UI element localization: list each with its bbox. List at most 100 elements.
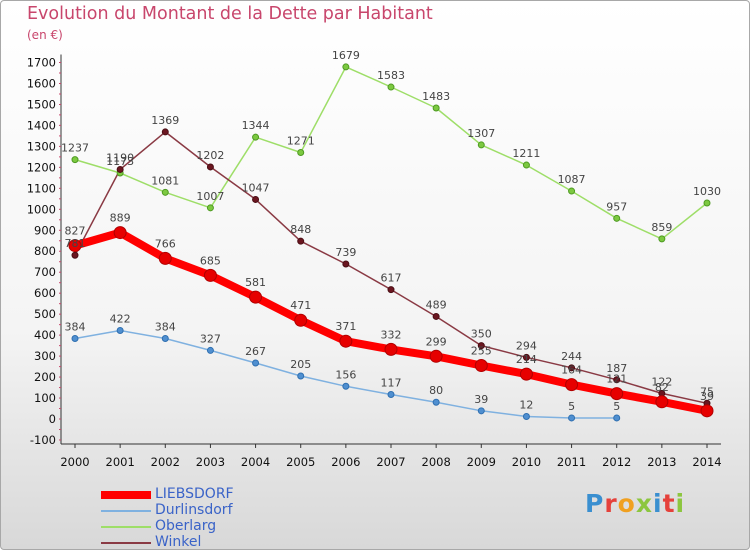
y-tick-label: 1300 bbox=[27, 139, 56, 153]
data-label-oberlarg: 1173 bbox=[106, 155, 134, 168]
data-label-liebsdorf: 164 bbox=[561, 364, 582, 377]
legend-swatch bbox=[101, 487, 151, 502]
data-label-durlinsdorf: 5 bbox=[568, 400, 575, 413]
chart-subtitle: (en €) bbox=[27, 28, 63, 42]
data-label-oberlarg: 1030 bbox=[693, 185, 721, 198]
data-point-winkel bbox=[477, 342, 485, 350]
data-point-oberlarg bbox=[703, 199, 711, 207]
data-label-oberlarg: 1271 bbox=[287, 134, 315, 147]
series-points bbox=[68, 63, 714, 422]
data-point-oberlarg bbox=[522, 161, 530, 169]
data-label-liebsdorf: 471 bbox=[290, 299, 311, 312]
y-tick-label: 1600 bbox=[27, 76, 56, 90]
data-point-durlinsdorf bbox=[297, 372, 305, 380]
logo-letter: t bbox=[662, 489, 676, 518]
data-point-winkel bbox=[387, 286, 395, 294]
data-point-winkel bbox=[432, 312, 440, 320]
data-point-oberlarg bbox=[297, 148, 305, 156]
data-label-winkel: 1190 bbox=[106, 151, 134, 164]
data-label-oberlarg: 1087 bbox=[558, 173, 586, 186]
y-tick-label: 500 bbox=[34, 307, 56, 321]
data-point-liebsdorf bbox=[249, 290, 263, 304]
data-label-oberlarg: 1679 bbox=[332, 49, 360, 62]
data-label-winkel: 75 bbox=[700, 385, 714, 398]
data-label-durlinsdorf: 39 bbox=[474, 393, 488, 406]
data-point-winkel bbox=[206, 163, 214, 171]
data-label-durlinsdorf: 5 bbox=[613, 400, 620, 413]
data-label-durlinsdorf: 384 bbox=[65, 320, 86, 333]
logo-letter: x bbox=[635, 489, 653, 518]
y-tick-label: 1700 bbox=[27, 56, 56, 70]
data-point-liebsdorf bbox=[68, 239, 82, 253]
data-point-liebsdorf bbox=[158, 251, 172, 265]
data-point-liebsdorf bbox=[700, 404, 714, 418]
data-label-liebsdorf: 685 bbox=[200, 254, 221, 267]
data-label-liebsdorf: 332 bbox=[381, 328, 402, 341]
data-label-durlinsdorf: 267 bbox=[245, 345, 266, 358]
data-label-oberlarg: 1081 bbox=[151, 174, 179, 187]
data-point-winkel bbox=[71, 251, 79, 259]
data-label-durlinsdorf: 205 bbox=[290, 358, 311, 371]
y-tick-label: 400 bbox=[34, 328, 56, 342]
data-point-winkel bbox=[613, 376, 621, 384]
data-label-durlinsdorf: 327 bbox=[200, 332, 221, 345]
chart-axes: -100 0 100 200 300 400 500 600 700 800 900 1000 1100… bbox=[27, 54, 722, 469]
data-label-winkel: 848 bbox=[290, 223, 311, 236]
data-point-durlinsdorf bbox=[252, 359, 260, 367]
data-label-liebsdorf: 121 bbox=[606, 373, 627, 386]
x-tick-label: 2006 bbox=[331, 455, 360, 469]
data-label-durlinsdorf: 422 bbox=[110, 313, 131, 326]
data-label-winkel: 617 bbox=[381, 272, 402, 285]
x-tick-label: 2007 bbox=[376, 455, 405, 469]
data-label-oberlarg: 957 bbox=[606, 200, 627, 213]
data-point-liebsdorf bbox=[655, 395, 669, 409]
y-tick-label: 1200 bbox=[27, 160, 56, 174]
legend-label: Durlinsdorf bbox=[155, 502, 233, 518]
data-label-winkel: 489 bbox=[426, 298, 447, 311]
data-label-liebsdorf: 827 bbox=[65, 225, 86, 238]
legend-swatch bbox=[101, 519, 151, 534]
data-label-durlinsdorf: 384 bbox=[155, 320, 176, 333]
data-label-liebsdorf: 766 bbox=[155, 237, 176, 250]
y-tick-label: 300 bbox=[34, 349, 56, 363]
data-label-oberlarg: 1583 bbox=[377, 69, 405, 82]
y-tick-label: 700 bbox=[34, 265, 56, 279]
data-label-winkel: 187 bbox=[606, 362, 627, 375]
data-point-oberlarg bbox=[161, 188, 169, 196]
data-label-winkel: 1047 bbox=[242, 181, 270, 194]
logo-letter: o bbox=[617, 489, 636, 518]
x-tick-label: 2014 bbox=[692, 455, 721, 469]
x-tick-label: 2013 bbox=[647, 455, 676, 469]
y-tick-label: 1100 bbox=[27, 181, 56, 195]
data-point-liebsdorf bbox=[339, 334, 353, 348]
x-tick-label: 2010 bbox=[512, 455, 541, 469]
data-label-oberlarg: 1344 bbox=[242, 119, 270, 132]
data-point-durlinsdorf bbox=[71, 334, 79, 342]
data-point-durlinsdorf bbox=[342, 382, 350, 390]
data-label-liebsdorf: 889 bbox=[110, 212, 131, 225]
data-point-durlinsdorf bbox=[206, 346, 214, 354]
data-point-oberlarg bbox=[252, 133, 260, 141]
y-tick-label: 1000 bbox=[27, 202, 56, 216]
data-point-liebsdorf bbox=[429, 349, 443, 363]
data-point-durlinsdorf bbox=[568, 414, 576, 422]
data-label-winkel: 350 bbox=[471, 328, 492, 341]
y-tick-label: -100 bbox=[30, 433, 56, 447]
data-point-winkel bbox=[297, 237, 305, 245]
data-label-winkel: 122 bbox=[651, 375, 672, 388]
x-tick-label: 2008 bbox=[422, 455, 451, 469]
data-point-liebsdorf bbox=[203, 268, 217, 282]
data-point-liebsdorf bbox=[113, 226, 127, 240]
data-label-liebsdorf: 371 bbox=[335, 320, 356, 333]
data-point-liebsdorf bbox=[474, 359, 488, 373]
data-label-liebsdorf: 39 bbox=[700, 390, 714, 403]
data-point-liebsdorf bbox=[565, 378, 579, 392]
data-label-liebsdorf: 299 bbox=[426, 335, 447, 348]
data-point-oberlarg bbox=[432, 104, 440, 112]
data-label-winkel: 294 bbox=[516, 339, 537, 352]
data-label-winkel: 781 bbox=[65, 237, 86, 250]
data-label-durlinsdorf: 80 bbox=[429, 384, 443, 397]
data-point-durlinsdorf bbox=[477, 407, 485, 415]
data-point-winkel bbox=[116, 165, 124, 173]
